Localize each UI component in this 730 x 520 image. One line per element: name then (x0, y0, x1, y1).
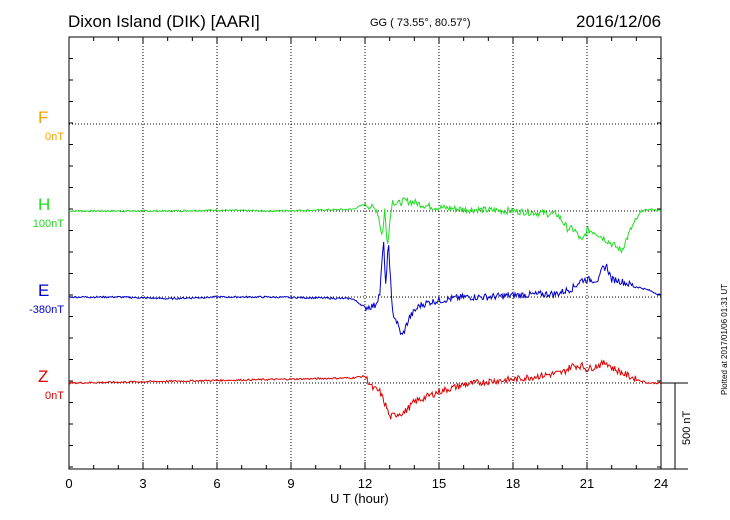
x-tick-label: 9 (287, 476, 294, 491)
x-tick-label: 3 (139, 476, 146, 491)
series-line-H (68, 196, 662, 254)
x-tick-label: 0 (65, 476, 72, 491)
x-tick-label: 21 (580, 476, 594, 491)
channel-H-letter: H (38, 195, 51, 214)
x-tick-label: 18 (506, 476, 520, 491)
x-tick-label: 12 (358, 476, 372, 491)
plotted-at-note: Plotted at 2017/01/06 01:31 UT (720, 283, 729, 395)
channel-Z-baseline: 0nT (45, 390, 64, 402)
channel-E-baseline: -380nT (29, 304, 64, 316)
channel-F-letter: F (38, 108, 49, 127)
x-tick-label: 6 (213, 476, 220, 491)
scale-bar (661, 382, 688, 470)
channel-Z-letter: Z (38, 367, 49, 386)
plot-date: 2016/12/06 (576, 12, 662, 31)
series-layer (68, 196, 662, 420)
x-tick-label: 15 (432, 476, 446, 491)
scale-bar-label: 500 nT (681, 410, 693, 445)
channel-H-baseline: 100nT (32, 218, 64, 230)
series-line-Z (68, 359, 662, 420)
channel-F-baseline: 0nT (45, 131, 64, 143)
axis-ticks (68, 37, 662, 469)
station-title: Dixon Island (DIK) [AARI] (68, 12, 260, 31)
x-axis-title: U T (hour) (330, 491, 389, 506)
coordinates-label: GG ( 73.55°, 80.57°) (370, 17, 471, 29)
x-tick-labels: 0 3 6 9 12 15 18 21 24 (65, 476, 668, 491)
x-tick-label: 24 (654, 476, 668, 491)
channel-E-letter: E (38, 281, 50, 300)
series-line-E (68, 241, 662, 336)
grid-lines (69, 37, 661, 469)
